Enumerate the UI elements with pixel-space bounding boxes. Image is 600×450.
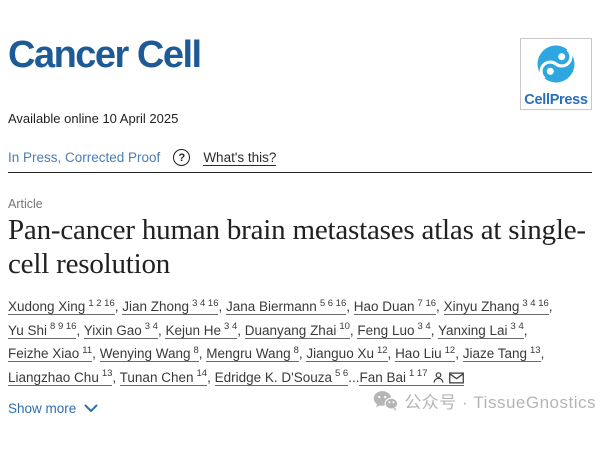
question-mark-icon[interactable]: ? (173, 149, 191, 166)
journal-title: Cancer Cell (8, 34, 202, 76)
author-link[interactable]: Yu Shi 8 9 16 (8, 321, 77, 339)
chevron-down-icon (84, 404, 98, 413)
author-affiliations: 3 4 16 (192, 297, 219, 309)
author-affiliations: 11 (82, 344, 93, 356)
cellpress-logo[interactable]: CellPress (520, 38, 592, 110)
author-profile-icon (433, 371, 443, 383)
article-landing-page: Cancer Cell CellPress Available online 1… (8, 34, 596, 416)
author-affiliations: 5 6 (334, 368, 349, 380)
cellpress-logo-text: CellPress (524, 92, 588, 108)
author-affiliations: 1 2 16 (88, 297, 115, 309)
author-name: Tunan Chen (119, 369, 194, 385)
author-affiliations: 3 4 (224, 321, 238, 333)
author-link[interactable]: Feizhe Xiao 11 (8, 344, 93, 363)
available-online-date: Available online 10 April 2025 (8, 111, 179, 126)
author-affiliations: 8 (293, 344, 299, 356)
author-link-corresponding[interactable]: Fan Bai 1 17 (359, 368, 464, 386)
author-link[interactable]: Feng Luo 3 4 (357, 321, 431, 339)
author-affiliations: 8 (193, 344, 199, 356)
author-link[interactable]: Kejun He 3 4 (165, 321, 238, 339)
author-name: Fan Bai (359, 369, 406, 385)
author-list: Xudong Xing 1 2 16, Jian Zhong 3 4 16, Jan… (8, 295, 592, 389)
author-name: Yixin Gao (83, 322, 142, 338)
wechat-icon (374, 391, 399, 411)
author-name: Feng Luo (357, 322, 415, 338)
author-affiliations: 3 4 (417, 321, 431, 333)
author-affiliations: 3 4 16 (522, 297, 549, 309)
author-affiliations: 13 (101, 368, 113, 380)
author-name: Jiaze Tang (462, 346, 527, 362)
author-affiliations: 12 (444, 344, 456, 356)
author-link[interactable]: Tunan Chen 14 (119, 368, 208, 386)
author-link[interactable]: Jian Zhong 3 4 16 (122, 297, 219, 315)
author-link[interactable]: Wenying Wang 8 (99, 344, 199, 363)
author-link[interactable]: Hao Duan 7 16 (353, 297, 437, 315)
author-name: Xudong Xing (8, 299, 86, 314)
author-link[interactable]: Edridge K. D'Souza 5 6 (214, 368, 349, 386)
author-name: Jianguo Xu (306, 346, 374, 362)
author-name: Yu Shi (8, 322, 48, 338)
author-link[interactable]: Yixin Gao 3 4 (83, 321, 158, 339)
header-divider (8, 172, 592, 173)
author-affiliations: 3 4 (144, 321, 158, 333)
author-name: Jian Zhong (122, 299, 190, 314)
cellpress-swirl-icon (537, 45, 575, 83)
author-link[interactable]: Jianguo Xu 12 (306, 344, 388, 363)
author-affiliations: 10 (339, 321, 350, 333)
author-link[interactable]: Liangzhao Chu 13 (8, 368, 113, 386)
author-link[interactable]: Jiaze Tang 13 (462, 344, 541, 363)
author-affiliations: 13 (530, 344, 541, 356)
author-name: Liangzhao Chu (8, 369, 99, 385)
status-badge: In Press, Corrected Proof (8, 150, 161, 165)
show-more-button[interactable]: Show more (8, 401, 98, 416)
author-affiliations: 7 16 (417, 297, 437, 309)
author-name: Kejun He (165, 322, 222, 338)
whats-this-link[interactable]: What's this? (203, 149, 277, 166)
author-name: Edridge K. D'Souza (214, 369, 332, 385)
authors-ellipsis: ... (348, 369, 360, 385)
author-name: Mengru Wang (206, 346, 291, 362)
author-name: Yanxing Lai (437, 322, 508, 338)
author-name: Hao Liu (395, 346, 442, 362)
author-link[interactable]: Xinyu Zhang 3 4 16 (443, 297, 549, 315)
author-name: Duanyang Zhai (244, 322, 337, 338)
author-name: Feizhe Xiao (8, 346, 80, 362)
author-affiliations: 8 9 16 (50, 321, 77, 333)
author-link[interactable]: Duanyang Zhai 10 (244, 321, 350, 339)
status-bar: In Press, Corrected Proof ? What's this? (8, 149, 592, 166)
author-name: Wenying Wang (99, 346, 191, 362)
author-name: Hao Duan (353, 299, 415, 314)
article-title: Pan-cancer human brain metastases atlas … (8, 214, 586, 280)
author-affiliations: 3 4 (510, 321, 524, 333)
show-more-label: Show more (8, 401, 77, 417)
author-link[interactable]: Yanxing Lai 3 4 (437, 321, 524, 339)
author-affiliations: 1 17 (409, 368, 428, 380)
email-envelope-icon (448, 372, 464, 384)
author-link[interactable]: Jana Biermann 5 6 16 (226, 297, 347, 315)
watermark-text: 公众号 · TissueGnostics (404, 393, 596, 412)
author-link[interactable]: Mengru Wang 8 (206, 344, 299, 363)
author-affiliations: 14 (196, 368, 208, 380)
author-name: Jana Biermann (226, 299, 317, 314)
author-link[interactable]: Xudong Xing 1 2 16 (8, 297, 115, 315)
author-name: Xinyu Zhang (443, 299, 520, 314)
author-link[interactable]: Hao Liu 12 (395, 344, 456, 363)
watermark: 公众号 · TissueGnostics (373, 388, 596, 413)
article-type-label: Article (8, 197, 43, 211)
author-list-items: Xudong Xing 1 2 16, Jian Zhong 3 4 16, Jan… (8, 297, 553, 386)
author-affiliations: 12 (376, 344, 388, 356)
author-affiliations: 5 6 16 (319, 297, 347, 309)
